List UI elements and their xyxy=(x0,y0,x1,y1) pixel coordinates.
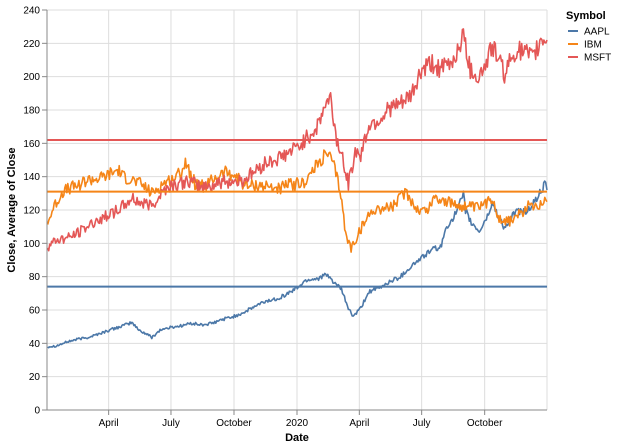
legend-title: Symbol xyxy=(566,10,606,22)
y-tick-label: 160 xyxy=(23,139,40,150)
y-tick-label: 220 xyxy=(23,39,40,50)
series-lines xyxy=(46,28,548,349)
x-tick-label: 2020 xyxy=(286,418,309,429)
legend-label-aapl: AAPL xyxy=(584,27,610,38)
series-line-ibm xyxy=(46,149,548,253)
x-tick-label: October xyxy=(467,418,503,429)
y-tick-label: 0 xyxy=(34,406,40,417)
x-tick-label: July xyxy=(162,418,180,429)
series-line-msft xyxy=(46,28,548,252)
y-tick-label: 200 xyxy=(23,72,40,83)
y-tick-label: 180 xyxy=(23,106,40,117)
y-tick-label: 60 xyxy=(29,306,41,317)
legend: Symbol AAPL IBM MSFT xyxy=(566,10,611,64)
legend-label-ibm: IBM xyxy=(584,40,602,51)
x-tick-label: October xyxy=(216,418,252,429)
x-axis-title: Date xyxy=(285,432,309,444)
y-tick-label: 140 xyxy=(23,172,40,183)
axes: 0 20 40 60 80 100 120 140 160 180 200 220 240 April Ju… xyxy=(23,6,547,429)
gridlines xyxy=(47,9,548,411)
y-tick-label: 80 xyxy=(29,272,41,283)
x-tick-label: April xyxy=(349,418,369,429)
x-tick-label: April xyxy=(99,418,119,429)
y-tick-label: 100 xyxy=(23,239,40,250)
y-tick-label: 40 xyxy=(29,339,41,350)
x-tick-label: July xyxy=(413,418,431,429)
legend-label-msft: MSFT xyxy=(584,53,611,64)
y-tick-label: 240 xyxy=(23,6,40,17)
y-tick-label: 120 xyxy=(23,206,40,217)
y-tick-label: 20 xyxy=(29,372,41,383)
average-rules xyxy=(47,139,547,288)
y-axis-title: Close, Average of Close xyxy=(6,147,18,272)
